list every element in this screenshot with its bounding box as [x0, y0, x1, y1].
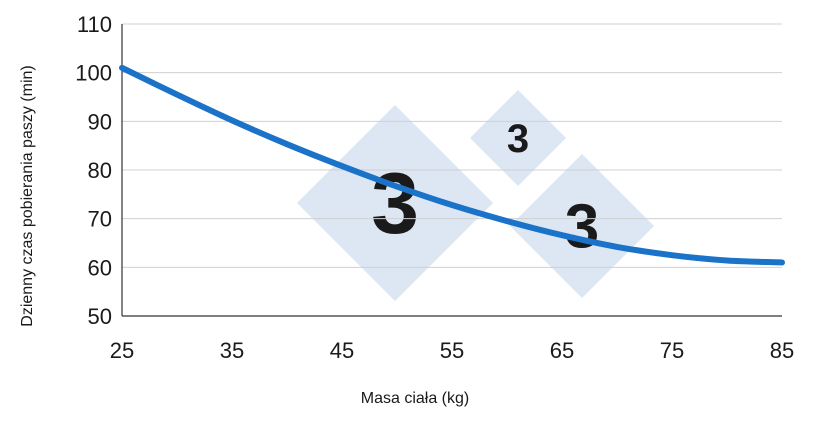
x-tick-label: 85: [770, 338, 794, 363]
watermark-diamond-large-glyph: 3: [371, 156, 419, 252]
gridlines: [122, 23, 782, 268]
watermark-logo: 333: [297, 90, 654, 301]
y-tick-label: 70: [88, 207, 112, 232]
y-tick-label: 50: [88, 304, 112, 329]
watermark-diamond-medium: [510, 154, 654, 298]
axes: [121, 24, 782, 317]
x-tick-labels: 25 35 45 55 65 75 85: [110, 338, 794, 363]
y-axis-title: Dzienny czas pobierania paszy (min): [19, 65, 36, 326]
x-tick-label: 25: [110, 338, 134, 363]
y-tick-labels: 50 60 70 80 90 100 110: [75, 12, 112, 329]
x-tick-label: 45: [330, 338, 354, 363]
watermark-diamond-medium-glyph: 3: [565, 193, 599, 262]
x-tick-label: 55: [440, 338, 464, 363]
x-axis-title: Masa ciała (kg): [361, 390, 469, 407]
y-tick-label: 80: [88, 158, 112, 183]
y-tick-label: 100: [75, 61, 112, 86]
x-tick-label: 75: [660, 338, 684, 363]
y-tick-label: 90: [88, 109, 112, 134]
watermark-diamond-small-glyph: 3: [507, 117, 529, 161]
x-tick-label: 35: [220, 338, 244, 363]
x-tick-label: 65: [550, 338, 574, 363]
watermark-diamond-small: [470, 90, 566, 186]
series-line-0: [119, 64, 785, 266]
watermark-diamond-large: [297, 105, 493, 301]
series-group: [119, 64, 785, 266]
y-tick-label: 110: [77, 12, 112, 37]
y-tick-label: 60: [88, 255, 112, 280]
